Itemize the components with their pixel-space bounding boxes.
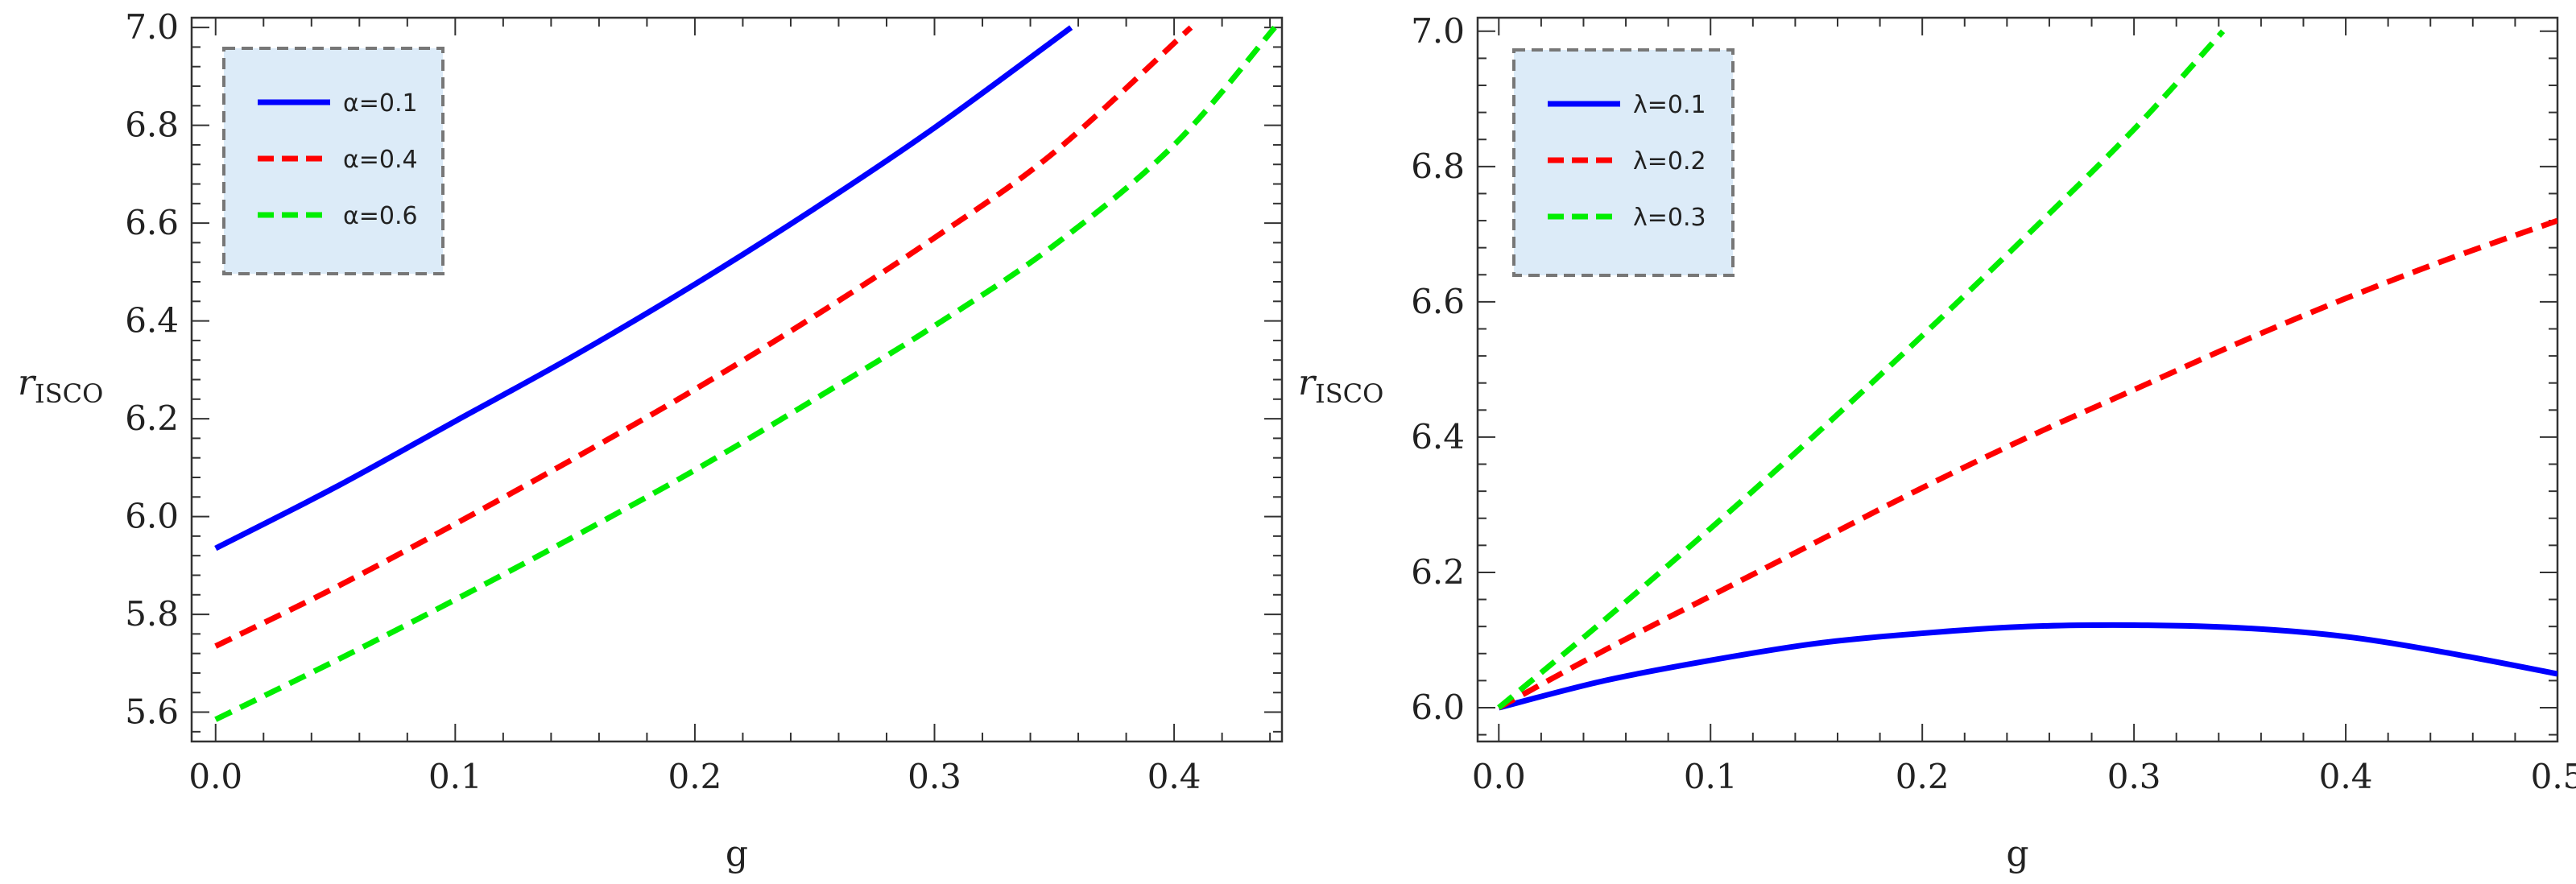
legend: α=0.1 α=0.4 α=0.6 <box>222 47 444 275</box>
y-axis-label: rISCO <box>1298 362 1383 409</box>
y-tick-label: 6.4 <box>1411 417 1465 456</box>
y-tick-label: 6.2 <box>125 399 179 438</box>
x-tick-label: 0.3 <box>908 757 961 796</box>
x-tick-label: 0.1 <box>428 757 482 796</box>
legend-label: α=0.4 <box>343 146 418 174</box>
x-axis-label: g <box>2006 833 2028 874</box>
series-line-1 <box>1498 622 2557 711</box>
plot-frame <box>1476 16 2559 743</box>
y-tick-label: 7.0 <box>1411 11 1465 51</box>
y-tick-label: 6.6 <box>1411 282 1465 321</box>
y-tick-label: 6.0 <box>125 497 179 536</box>
y-tick-label: 5.6 <box>125 692 179 732</box>
x-axis-label: g <box>726 833 748 874</box>
y-tick-label: 6.2 <box>1411 552 1465 592</box>
x-tick-label: 0.4 <box>2319 757 2373 796</box>
series-line-1 <box>214 25 1073 551</box>
y-tick-label: 6.4 <box>125 301 179 341</box>
x-tick-label: 0.1 <box>1684 757 1738 796</box>
chart-panel-1: 0.0 0.1 0.2 0.3 0.4 5.6 5.8 6.0 6.2 6.4 6.6 6.8 7.0 g… <box>18 7 1284 874</box>
y-axis-label: rISCO <box>18 362 103 409</box>
legend-label: α=0.6 <box>343 202 418 230</box>
x-tick-label: 0.5 <box>2531 757 2576 796</box>
y-axis-label-subscript: ISCO <box>1315 378 1383 409</box>
y-axis-label-main: r <box>1298 362 1317 403</box>
x-tick-label: 0.0 <box>188 757 242 796</box>
y-axis-label-subscript: ISCO <box>35 378 103 409</box>
series-line-2 <box>1497 217 2557 711</box>
x-tick-label: 0.2 <box>668 757 722 796</box>
series-line-2 <box>214 25 1193 649</box>
y-tick-label: 5.8 <box>125 594 179 634</box>
x-tick-label: 0.4 <box>1147 757 1201 796</box>
legend-label: λ=0.3 <box>1633 204 1706 232</box>
y-tick-label: 6.0 <box>1411 688 1465 727</box>
y-tick-label: 6.8 <box>125 105 179 145</box>
legend-label: α=0.1 <box>343 89 418 118</box>
y-tick-label: 6.8 <box>1411 147 1465 186</box>
legend-label: λ=0.1 <box>1633 91 1706 119</box>
legend: λ=0.1 λ=0.2 λ=0.3 <box>1512 48 1735 277</box>
series-line-3 <box>214 25 1277 722</box>
x-tick-label: 0.3 <box>2107 757 2161 796</box>
x-tick-label: 0.0 <box>1472 757 1526 796</box>
y-axis-label-main: r <box>18 362 37 403</box>
x-tick-label: 0.2 <box>1896 757 1950 796</box>
legend-label: λ=0.2 <box>1633 147 1706 176</box>
y-tick-label: 7.0 <box>125 7 179 47</box>
y-tick-label: 6.6 <box>125 203 179 242</box>
series-line-3 <box>1497 29 2226 710</box>
chart-panel-2: 0.0 0.1 0.2 0.3 0.4 0.5 6.0 6.2 6.4 6.6 6.8 7.0 g rIS… <box>1298 11 2576 874</box>
